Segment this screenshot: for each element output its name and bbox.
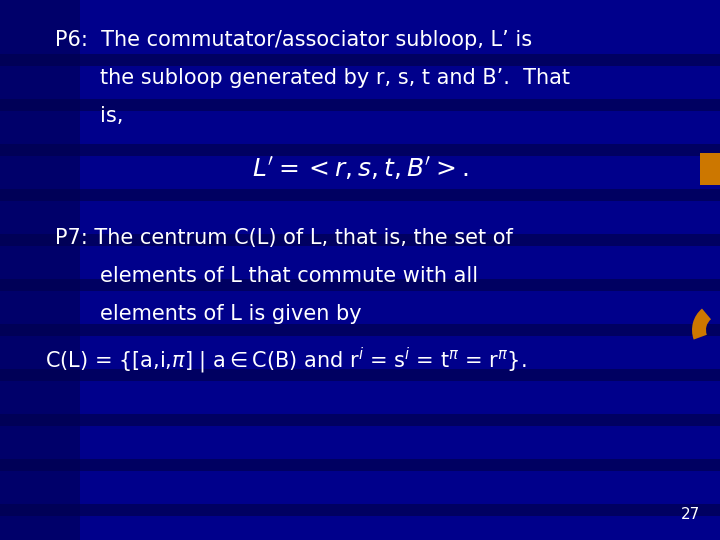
Bar	[0, 414, 720, 426]
Bar	[0, 54, 720, 66]
Wedge shape	[692, 308, 711, 340]
Bar	[0, 234, 720, 246]
Text: elements of L that commute with all: elements of L that commute with all	[100, 266, 478, 286]
Text: is,: is,	[100, 106, 123, 126]
Text: elements of L is given by: elements of L is given by	[100, 303, 361, 323]
Text: C(L) = {[a,i,$\pi$] | a$\in$C(B) and r$^i$ = s$^i$ = t$^{\pi}$ = r$^{\pi}$}.: C(L) = {[a,i,$\pi$] | a$\in$C(B) and r$^…	[45, 346, 526, 376]
Bar	[0, 0, 80, 540]
Bar	[0, 279, 720, 291]
Bar	[0, 189, 720, 201]
Bar	[0, 99, 720, 111]
Bar	[700, 153, 720, 185]
Text: the subloop generated by r, s, t and B’.  That: the subloop generated by r, s, t and B’.…	[100, 68, 570, 88]
Bar	[0, 324, 720, 336]
Text: 27: 27	[680, 507, 700, 522]
Bar	[0, 504, 720, 516]
Bar	[0, 144, 720, 156]
Bar	[0, 369, 720, 381]
Text: P6:  The commutator/associator subloop, L’ is: P6: The commutator/associator subloop, L…	[55, 30, 532, 50]
Text: P7: The centrum C(L) of L, that is, the set of: P7: The centrum C(L) of L, that is, the …	[55, 227, 513, 248]
Bar	[0, 459, 720, 471]
Text: $\mathit{L' = < r, s, t, B' >.}$: $\mathit{L' = < r, s, t, B' >.}$	[252, 156, 468, 183]
